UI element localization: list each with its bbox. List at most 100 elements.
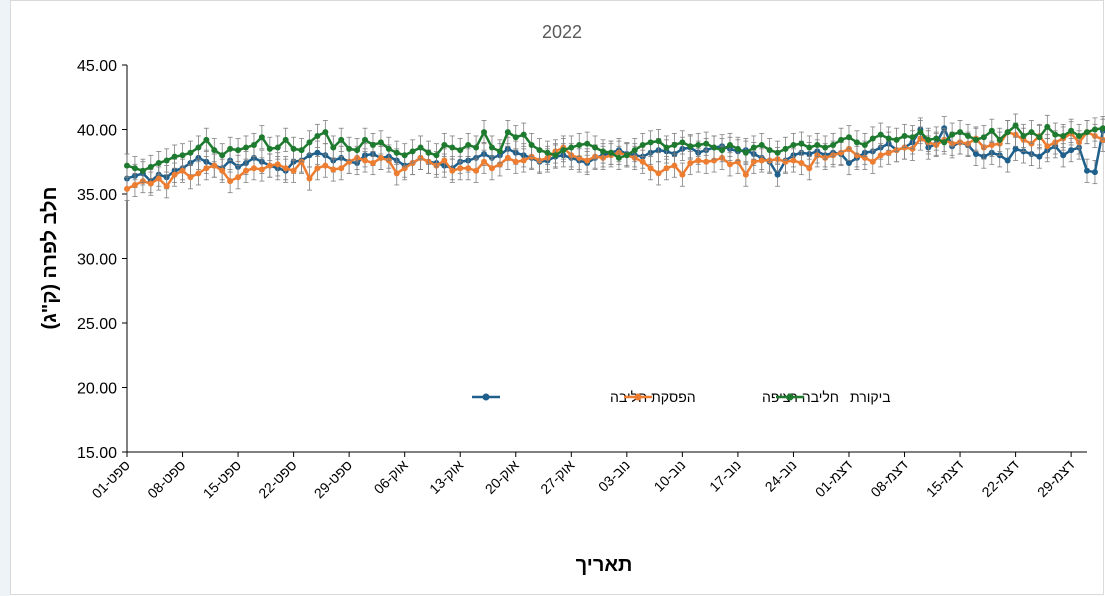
data-point xyxy=(631,147,638,154)
data-point xyxy=(957,129,964,136)
x-tick-label: 29-דצמ xyxy=(1034,457,1077,500)
data-point xyxy=(488,144,495,151)
data-point xyxy=(338,136,345,143)
data-point xyxy=(369,160,376,167)
data-point xyxy=(250,165,257,172)
data-point xyxy=(330,144,337,151)
data-point xyxy=(671,162,678,169)
data-point xyxy=(1084,167,1090,174)
data-point xyxy=(639,141,646,148)
series-line xyxy=(126,123,1104,173)
data-point xyxy=(845,134,852,141)
data-point xyxy=(1060,152,1067,159)
data-point xyxy=(980,134,987,141)
series-layer xyxy=(124,113,1105,201)
data-point xyxy=(250,141,257,148)
data-point xyxy=(734,145,741,152)
data-point xyxy=(1068,147,1075,154)
data-point xyxy=(1044,143,1051,150)
legend-swatch-marker xyxy=(634,393,642,401)
x-tick-label: 01-ספט xyxy=(89,457,134,502)
data-point xyxy=(663,165,670,172)
data-point xyxy=(131,181,138,188)
data-point xyxy=(512,158,519,165)
data-point xyxy=(528,141,535,148)
data-point xyxy=(600,148,607,155)
data-point xyxy=(481,129,488,136)
data-point xyxy=(449,144,456,151)
data-point xyxy=(552,152,559,159)
data-point xyxy=(155,160,162,167)
data-point xyxy=(766,147,773,154)
y-tick-label: 20.00 xyxy=(77,381,117,398)
data-point xyxy=(457,165,464,172)
data-point xyxy=(822,144,829,151)
data-point xyxy=(306,139,313,146)
data-point xyxy=(124,162,130,169)
data-point xyxy=(171,153,178,160)
series-2 xyxy=(124,113,1105,183)
x-tick-label: 08-ספט xyxy=(144,457,189,502)
x-tick-label: 17-נוב xyxy=(706,457,744,495)
legend: הפסקת חליבה חליבה רציפה ביקורת xyxy=(472,389,891,405)
data-point xyxy=(163,183,170,190)
data-point xyxy=(274,161,281,168)
axes: 15.00 20.00 25.00 30.00 35.00 40.00 45.00 01-ספ… xyxy=(77,58,1087,501)
data-point xyxy=(322,162,329,169)
data-point xyxy=(282,136,289,143)
x-tick-label: 13-אוק xyxy=(426,457,466,497)
x-tick-label: 22-ספט xyxy=(255,457,300,502)
data-point xyxy=(742,171,749,178)
x-axis-title: תאריך xyxy=(576,554,633,576)
data-point xyxy=(917,129,924,136)
y-tick-label: 15.00 xyxy=(77,445,117,462)
data-point xyxy=(679,139,686,146)
data-point xyxy=(322,129,329,136)
data-point xyxy=(330,166,337,173)
data-point xyxy=(742,149,749,156)
x-tick-label: 15-דצמ xyxy=(923,457,966,500)
data-point xyxy=(203,165,210,172)
x-tick-label: 01-דצמ xyxy=(812,457,855,500)
data-point xyxy=(219,152,226,159)
data-point xyxy=(655,170,662,177)
data-point xyxy=(465,165,472,172)
data-point xyxy=(750,158,757,165)
x-tick-label: 10-נוב xyxy=(651,457,689,495)
data-point xyxy=(1036,134,1043,141)
data-point xyxy=(536,147,543,154)
data-point xyxy=(560,147,567,154)
data-point xyxy=(377,139,384,146)
data-point xyxy=(838,136,845,143)
data-point xyxy=(1091,169,1098,176)
x-tick-label: 27-אוק xyxy=(537,457,577,497)
data-point xyxy=(949,131,956,138)
data-point xyxy=(941,139,948,146)
data-point xyxy=(512,134,519,141)
data-point xyxy=(568,144,575,151)
data-point xyxy=(163,157,170,164)
x-tick-label: 15-ספט xyxy=(200,457,245,502)
data-point xyxy=(584,157,591,164)
data-point xyxy=(282,165,289,172)
legend-swatch-marker xyxy=(482,393,490,401)
data-point xyxy=(401,152,408,159)
data-point xyxy=(544,149,551,156)
y-axis-title: חלב לפרה (ק"ג) xyxy=(39,187,61,330)
data-point xyxy=(147,180,154,187)
data-point xyxy=(139,167,146,174)
data-point xyxy=(155,175,162,182)
data-point xyxy=(377,154,384,161)
data-point xyxy=(290,167,297,174)
data-point xyxy=(473,144,480,151)
data-point xyxy=(385,145,392,152)
data-point xyxy=(131,165,138,172)
legend-label: ביקורת xyxy=(850,389,891,405)
data-point xyxy=(988,127,995,134)
data-point xyxy=(243,144,250,151)
data-point xyxy=(647,165,654,172)
data-point xyxy=(679,171,686,178)
data-point xyxy=(290,145,297,152)
y-tick-label: 45.00 xyxy=(77,58,117,75)
